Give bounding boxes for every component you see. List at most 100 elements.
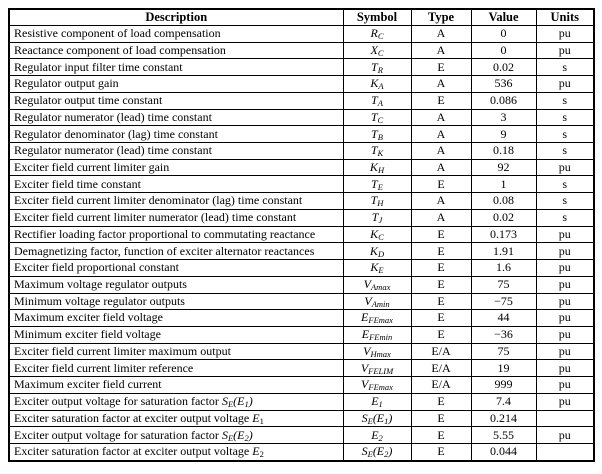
symbol-cell: TJ	[342, 208, 412, 227]
units-cell: pu	[535, 325, 595, 344]
type-cell: A	[410, 41, 472, 60]
symbol-cell: TB	[342, 125, 412, 144]
description-cell: Rectifier loading factor proportional to…	[8, 225, 344, 244]
symbol-cell: EFEmax	[342, 309, 412, 327]
type-cell: A	[410, 208, 472, 227]
value-cell: −75	[470, 292, 537, 311]
table-row: Exciter field proportional constant KE E 1.…	[8, 259, 595, 277]
type-cell: E/A	[410, 359, 472, 378]
symbol-cell: TR	[342, 58, 412, 77]
symbol-cell: VFELIM	[342, 359, 412, 378]
description-cell: Exciter field time constant	[8, 175, 344, 194]
table-row: Exciter field current limiter denominato…	[8, 192, 595, 210]
table-row: Maximum exciter field current VFEmax E/A 99…	[8, 376, 595, 394]
symbol-cell: VAmin	[342, 292, 412, 311]
value-cell: 1.91	[470, 242, 537, 261]
type-cell: E	[410, 275, 472, 294]
symbol-cell: TK	[342, 142, 412, 160]
units-cell: pu	[535, 158, 595, 177]
description-cell: Regulator output gain	[8, 75, 344, 93]
type-cell: E	[410, 442, 472, 462]
type-cell: A	[410, 108, 472, 127]
type-cell: E	[410, 242, 472, 261]
description-cell: Exciter saturation factor at exciter out…	[8, 409, 344, 428]
table-row: Exciter output voltage for saturation fa…	[8, 426, 595, 444]
table-row: Exciter field current limiter maximum ou…	[8, 342, 595, 361]
table-row: Minimum exciter field voltage EFEmin E −36 p…	[8, 325, 595, 344]
value-cell: 0	[470, 25, 537, 43]
type-cell: E/A	[410, 342, 472, 361]
value-cell: 0.08	[470, 192, 537, 210]
table-row: Exciter saturation factor at exciter out…	[8, 442, 595, 462]
value-cell: 0.044	[470, 442, 537, 462]
type-cell: E	[410, 309, 472, 327]
symbol-cell: KH	[342, 158, 412, 177]
table-row: Exciter field current limiter reference V…	[8, 359, 595, 378]
units-cell: pu	[535, 41, 595, 60]
type-cell: E	[410, 91, 472, 110]
table-row: Regulator input filter time constant TR E 0…	[8, 58, 595, 77]
value-cell: 0.173	[470, 225, 537, 244]
description-cell: Regulator input filter time constant	[8, 58, 344, 77]
units-cell: pu	[535, 342, 595, 361]
units-cell: pu	[535, 309, 595, 327]
units-cell: pu	[535, 75, 595, 93]
column-header-type: Type	[410, 8, 472, 26]
value-cell: 0.02	[470, 208, 537, 227]
description-cell: Exciter output voltage for saturation fa…	[8, 392, 344, 411]
value-cell: 75	[470, 342, 537, 361]
units-cell: s	[535, 175, 595, 194]
table-row: Rectifier loading factor proportional to…	[8, 225, 595, 244]
value-cell: 1	[470, 175, 537, 194]
type-cell: E	[410, 292, 472, 311]
units-cell: pu	[535, 392, 595, 411]
table-row: Regulator numerator (lead) time constant…	[8, 142, 595, 160]
units-cell: pu	[535, 275, 595, 294]
units-cell: s	[535, 125, 595, 144]
symbol-cell: RC	[342, 25, 412, 43]
value-cell: 0.086	[470, 91, 537, 110]
description-cell: Demagnetizing factor, function of excite…	[8, 242, 344, 261]
value-cell: 19	[470, 359, 537, 378]
table-row: Regulator output time constant TA E 0.086 s	[8, 91, 595, 110]
description-cell: Exciter output voltage for saturation fa…	[8, 426, 344, 444]
type-cell: A	[410, 142, 472, 160]
table-row: Exciter output voltage for saturation fa…	[8, 392, 595, 411]
type-cell: E	[410, 426, 472, 444]
value-cell: 44	[470, 309, 537, 327]
type-cell: E/A	[410, 376, 472, 394]
value-cell: 5.55	[470, 426, 537, 444]
symbol-cell: KE	[342, 259, 412, 277]
table-row: Exciter field current limiter numerator …	[8, 208, 595, 227]
table-row: Maximum voltage regulator outputs VAmax E 7…	[8, 275, 595, 294]
description-cell: Exciter field proportional constant	[8, 259, 344, 277]
type-cell: A	[410, 192, 472, 210]
symbol-cell: XC	[342, 41, 412, 60]
table-row: Regulator output gain KA A 536 pu	[8, 75, 595, 93]
description-cell: Reactance component of load compensation	[8, 41, 344, 60]
units-cell: pu	[535, 292, 595, 311]
description-cell: Exciter saturation factor at exciter out…	[8, 442, 344, 462]
value-cell: 0.02	[470, 58, 537, 77]
description-cell: Maximum voltage regulator outputs	[8, 275, 344, 294]
type-cell: E	[410, 58, 472, 77]
value-cell: 536	[470, 75, 537, 93]
units-cell	[535, 409, 595, 428]
value-cell: 1.6	[470, 259, 537, 277]
symbol-cell: SE(E2)	[342, 442, 412, 462]
symbol-cell: SE(E1)	[342, 409, 412, 428]
description-cell: Minimum voltage regulator outputs	[8, 292, 344, 311]
symbol-cell: VAmax	[342, 275, 412, 294]
column-header-symbol: Symbol	[342, 8, 412, 26]
type-cell: E	[410, 409, 472, 428]
description-cell: Regulator numerator (lead) time constant	[8, 142, 344, 160]
units-cell: pu	[535, 426, 595, 444]
description-cell: Regulator numerator (lead) time constant	[8, 108, 344, 127]
table-row: Regulator denominator (lag) time constan…	[8, 125, 595, 144]
units-cell: s	[535, 142, 595, 160]
units-cell: pu	[535, 259, 595, 277]
units-cell: s	[535, 192, 595, 210]
value-cell: 999	[470, 376, 537, 394]
type-cell: A	[410, 25, 472, 43]
value-cell: 75	[470, 275, 537, 294]
